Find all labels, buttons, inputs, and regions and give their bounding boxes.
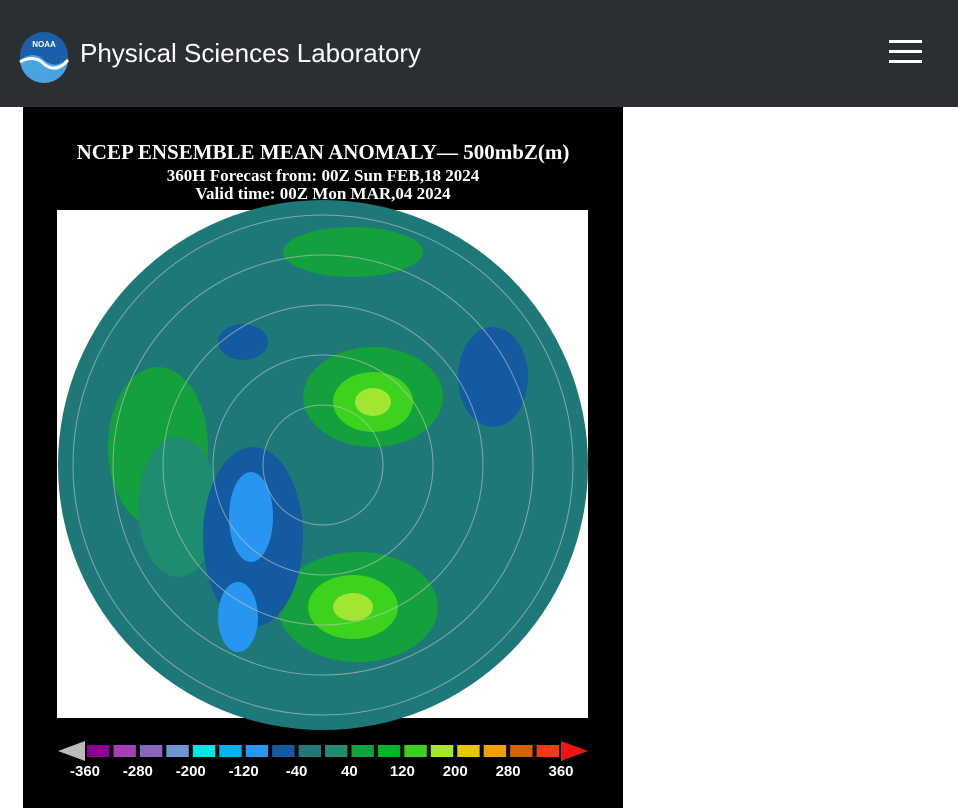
- colorbar-swatch: [219, 745, 242, 757]
- colorbar-swatch: [457, 745, 480, 757]
- colorbar-label: 360: [548, 763, 573, 780]
- colorbar-swatch: [430, 745, 454, 757]
- colorbar-label: 40: [341, 763, 358, 780]
- colorbar-label: -360: [70, 763, 100, 780]
- colorbar-label: -40: [286, 763, 308, 780]
- colorbar-label: 200: [443, 763, 468, 780]
- colorbar-swatch: [325, 745, 348, 757]
- colorbar-swatch: [139, 745, 163, 757]
- colorbar-label: 120: [390, 763, 415, 780]
- colorbar-swatch: [483, 745, 507, 757]
- contours: [72, 214, 574, 716]
- anomaly-areas: [108, 227, 528, 662]
- colorbar-swatch: [192, 745, 216, 757]
- colorbar-label: -200: [176, 763, 206, 780]
- colorbar-swatch: [351, 745, 374, 757]
- colorbar-swatch: [245, 745, 269, 757]
- colorbar-swatch: [298, 745, 321, 757]
- colorbar-label: -120: [229, 763, 259, 780]
- colorbar-swatch: [377, 745, 401, 757]
- forecast-map-image: NCEP ENSEMBLE MEAN ANOMALY— 500mbZ(m) 36…: [23, 107, 623, 808]
- colorbar-swatch: [113, 745, 136, 757]
- site-title[interactable]: Physical Sciences Laboratory: [80, 38, 422, 68]
- colorbar-swatch: [166, 745, 189, 757]
- map-subtitle: 360H Forecast from: 00Z Sun FEB,18 2024: [167, 166, 480, 185]
- header: NOAA Physical Sciences Laboratory: [0, 0, 958, 107]
- colorbar-swatch: [87, 745, 110, 757]
- colorbar: -360 -280 -200 -120 -40 40 120 200 280 360: [58, 741, 588, 780]
- map-title: NCEP ENSEMBLE MEAN ANOMALY— 500mbZ(m): [77, 140, 570, 164]
- map-subtitle: Valid time: 00Z Mon MAR,04 2024: [195, 184, 451, 203]
- colorbar-label: -280: [123, 763, 153, 780]
- logo-text: NOAA: [32, 40, 56, 49]
- colorbar-label: 280: [496, 763, 521, 780]
- menu-button[interactable]: [888, 38, 924, 66]
- colorbar-swatch: [272, 745, 295, 757]
- colorbar-swatch: [404, 745, 427, 757]
- noaa-logo[interactable]: NOAA: [14, 26, 74, 86]
- colorbar-swatch: [536, 745, 559, 757]
- colorbar-swatch: [510, 745, 533, 757]
